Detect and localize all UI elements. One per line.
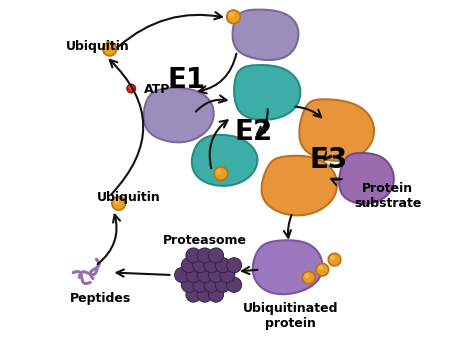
- FancyArrowPatch shape: [119, 12, 222, 46]
- Polygon shape: [262, 156, 337, 215]
- Circle shape: [105, 45, 110, 50]
- Polygon shape: [144, 88, 214, 142]
- Circle shape: [316, 264, 328, 276]
- Circle shape: [197, 248, 212, 263]
- FancyArrowPatch shape: [257, 109, 268, 134]
- FancyArrowPatch shape: [242, 267, 257, 274]
- Circle shape: [182, 258, 196, 273]
- FancyArrowPatch shape: [324, 152, 332, 160]
- Circle shape: [227, 258, 242, 273]
- Circle shape: [103, 42, 117, 56]
- FancyArrowPatch shape: [117, 269, 170, 276]
- Circle shape: [204, 277, 219, 292]
- Circle shape: [328, 253, 341, 266]
- Circle shape: [186, 267, 201, 283]
- Polygon shape: [192, 135, 257, 186]
- Text: E1: E1: [168, 66, 206, 94]
- Circle shape: [186, 248, 201, 263]
- Circle shape: [215, 258, 230, 273]
- Text: ATP: ATP: [144, 83, 170, 96]
- Circle shape: [192, 258, 208, 273]
- FancyArrowPatch shape: [110, 60, 143, 194]
- Circle shape: [127, 84, 136, 93]
- Polygon shape: [300, 99, 374, 161]
- Circle shape: [114, 199, 119, 204]
- Circle shape: [305, 273, 310, 278]
- FancyArrowPatch shape: [210, 120, 228, 168]
- Text: Proteasome: Proteasome: [163, 234, 247, 247]
- Circle shape: [209, 287, 224, 302]
- Polygon shape: [233, 10, 299, 60]
- Polygon shape: [339, 153, 394, 204]
- Circle shape: [318, 266, 323, 270]
- Circle shape: [204, 258, 219, 273]
- Circle shape: [186, 287, 201, 302]
- FancyArrowPatch shape: [284, 215, 292, 238]
- Text: Peptides: Peptides: [70, 292, 131, 305]
- Circle shape: [229, 12, 234, 18]
- Circle shape: [302, 271, 315, 284]
- Circle shape: [182, 277, 196, 292]
- Circle shape: [192, 277, 208, 292]
- Circle shape: [227, 10, 240, 24]
- FancyArrowPatch shape: [98, 215, 120, 264]
- Circle shape: [112, 197, 126, 210]
- FancyArrowPatch shape: [199, 54, 237, 93]
- Text: E2: E2: [234, 118, 272, 145]
- Circle shape: [215, 277, 230, 292]
- Circle shape: [214, 167, 228, 180]
- Circle shape: [197, 267, 212, 283]
- Circle shape: [209, 267, 224, 283]
- Polygon shape: [234, 65, 301, 120]
- Circle shape: [174, 267, 190, 283]
- Text: Ubiquitinated
protein: Ubiquitinated protein: [243, 302, 338, 330]
- Circle shape: [209, 248, 224, 263]
- Circle shape: [128, 86, 132, 89]
- FancyArrowPatch shape: [196, 95, 227, 112]
- Text: Ubiquitin: Ubiquitin: [65, 40, 129, 53]
- Text: Protein
substrate: Protein substrate: [354, 182, 421, 210]
- Text: E3: E3: [310, 146, 347, 174]
- Circle shape: [227, 277, 242, 292]
- Text: Ubiquitin: Ubiquitin: [97, 192, 161, 204]
- Circle shape: [220, 267, 235, 283]
- Polygon shape: [253, 240, 322, 294]
- Circle shape: [330, 256, 335, 260]
- FancyArrowPatch shape: [295, 107, 321, 117]
- FancyArrowPatch shape: [331, 179, 342, 185]
- Circle shape: [197, 287, 212, 302]
- Circle shape: [216, 169, 221, 174]
